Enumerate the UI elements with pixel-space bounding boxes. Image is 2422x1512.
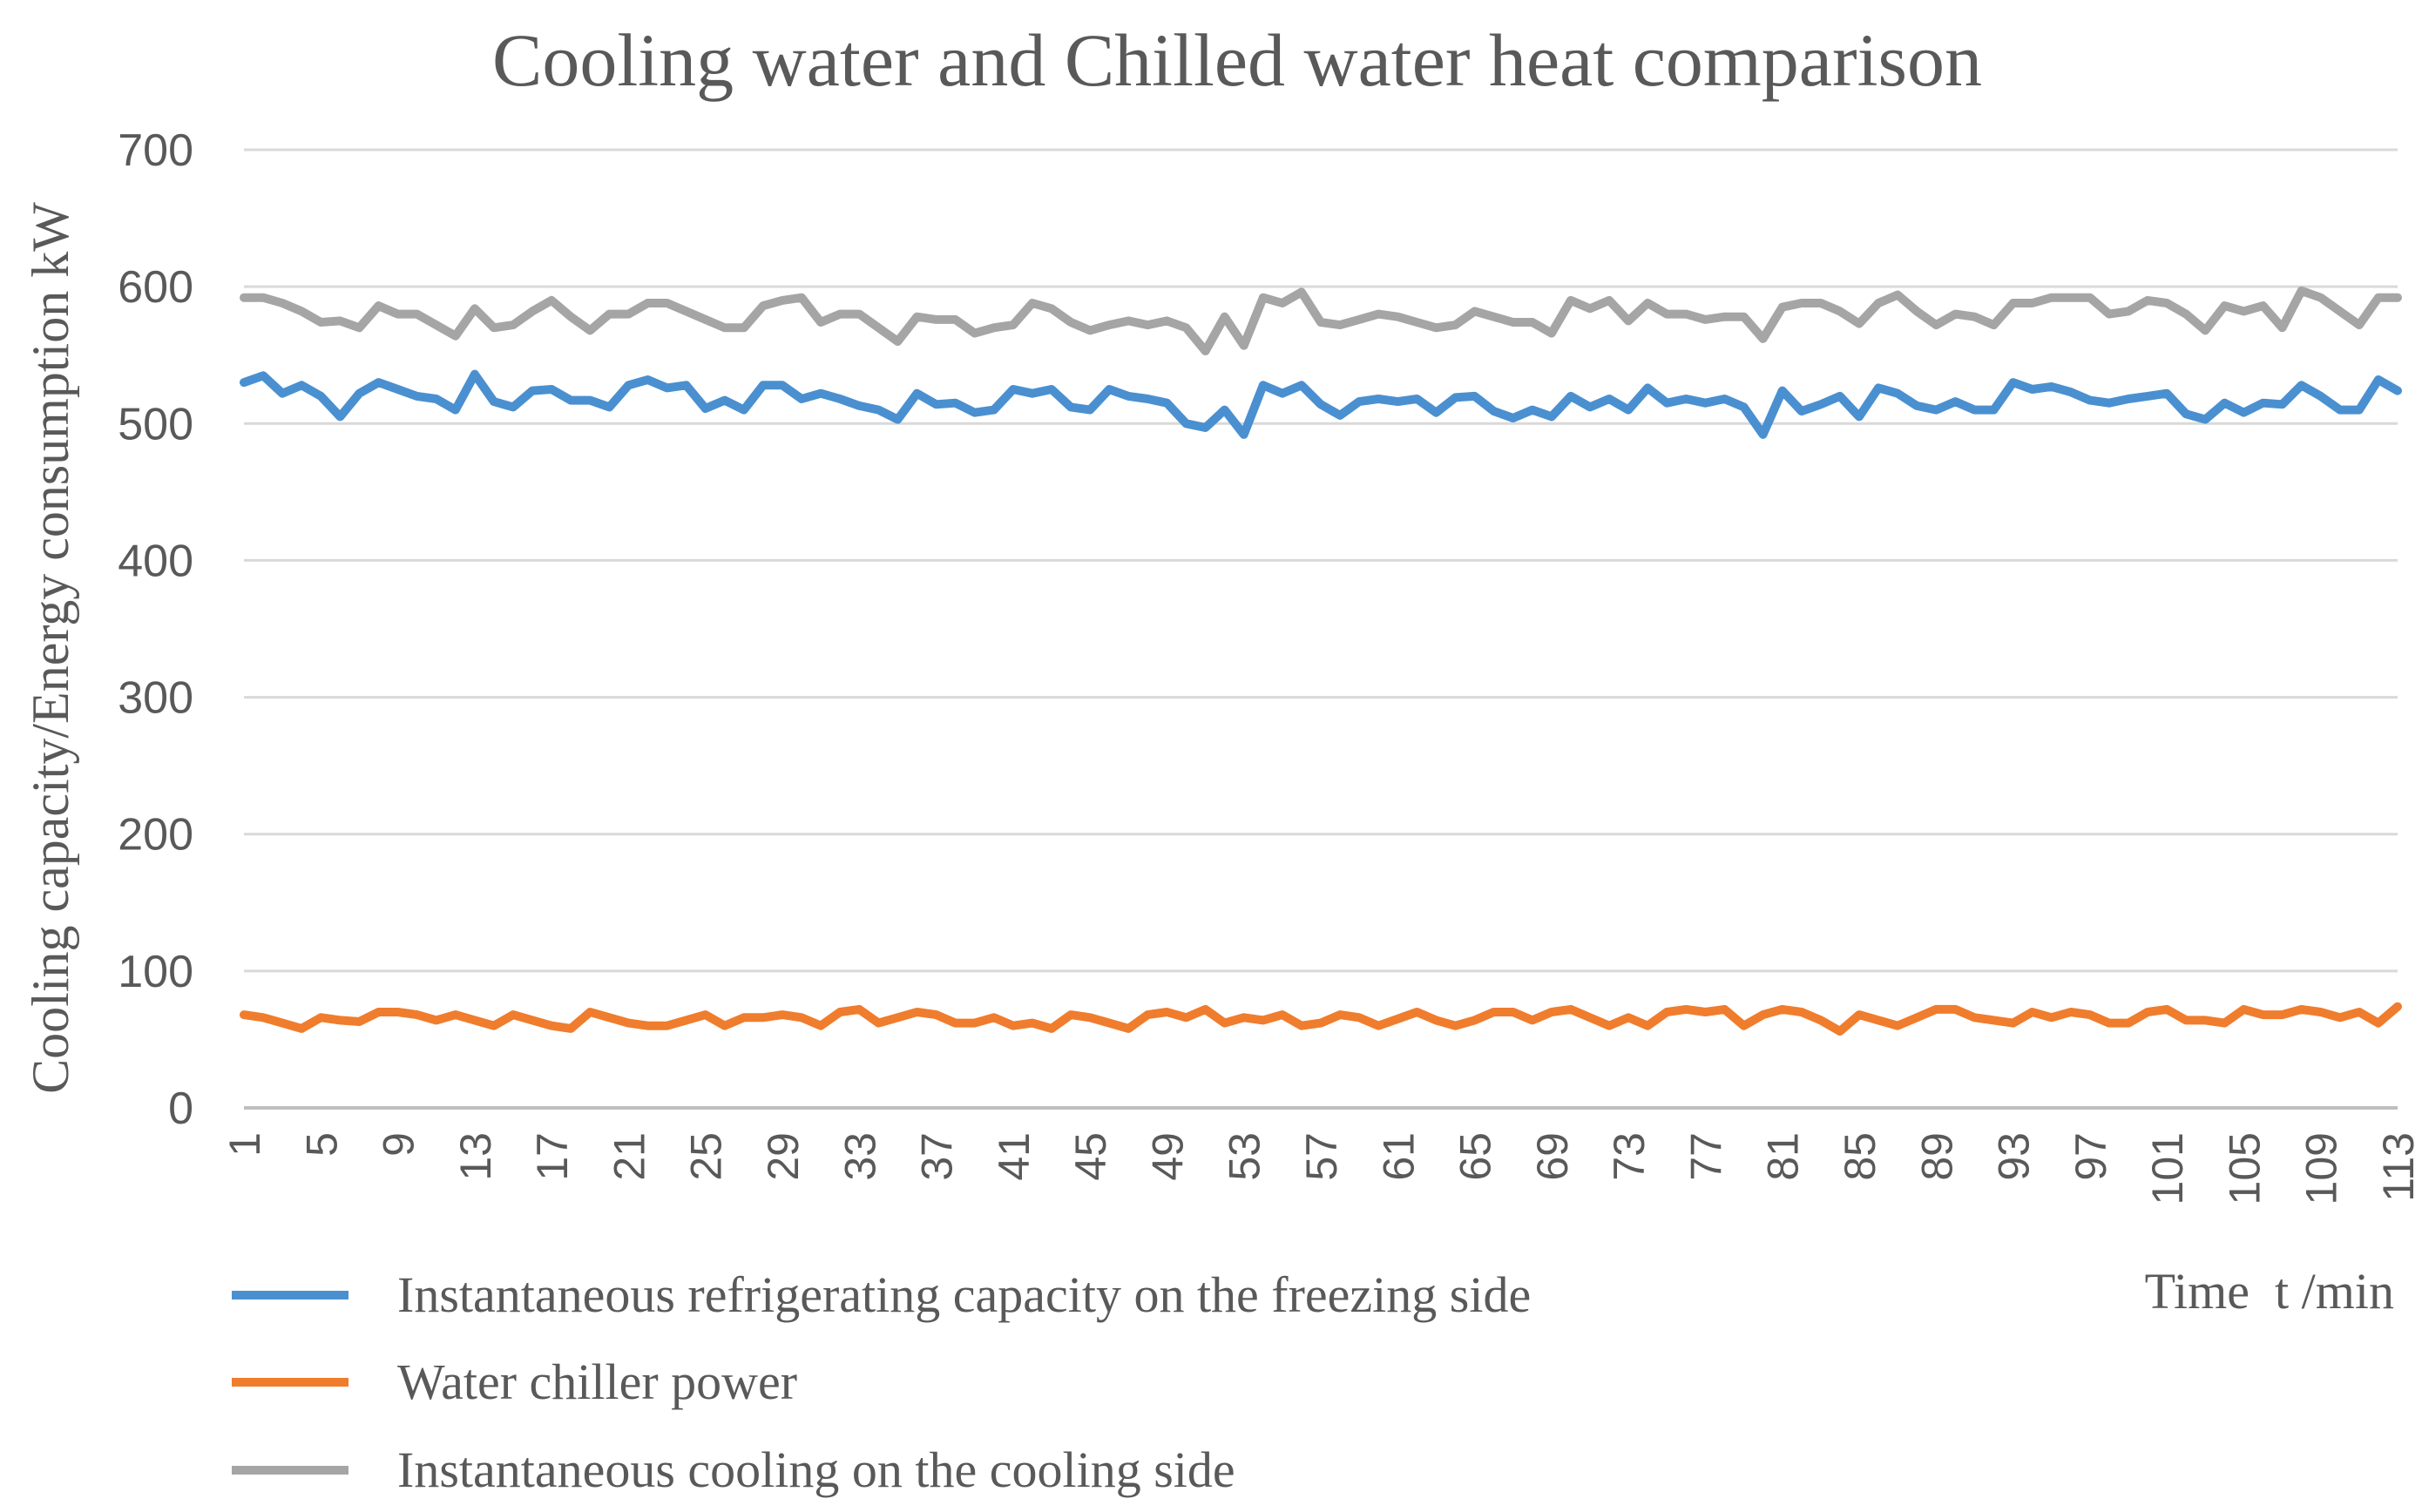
legend-label-cooling-side: Instantaneous cooling on the cooling sid… bbox=[397, 1441, 1235, 1498]
legend-label-freezing-capacity: Instantaneous refrigerating capacity on … bbox=[397, 1266, 1531, 1323]
x-tick-label-29: 29 bbox=[759, 1132, 808, 1181]
series-line-cooling-side bbox=[240, 286, 2402, 355]
series-lines bbox=[240, 286, 2402, 1036]
x-tick-label-21: 21 bbox=[605, 1132, 653, 1181]
series-line-freezing-capacity bbox=[240, 369, 2402, 439]
x-tick-label-101: 101 bbox=[2143, 1132, 2192, 1205]
y-tick-labels: 0 100 200 300 400 500 600 700 bbox=[118, 125, 193, 1134]
y-tick-label-700: 700 bbox=[118, 125, 193, 176]
x-tick-label-1: 1 bbox=[220, 1132, 269, 1157]
x-tick-label-69: 69 bbox=[1528, 1132, 1577, 1181]
y-axis-label: Cooling capacity/Energy consumption kW bbox=[22, 202, 79, 1094]
x-axis-label: Time t /min bbox=[2145, 1263, 2394, 1320]
x-tick-label-65: 65 bbox=[1451, 1132, 1500, 1181]
y-tick-label-100: 100 bbox=[118, 947, 193, 997]
x-tick-label-25: 25 bbox=[682, 1132, 731, 1181]
y-tick-label-300: 300 bbox=[118, 673, 193, 724]
x-tick-label-49: 49 bbox=[1143, 1132, 1192, 1181]
x-tick-label-81: 81 bbox=[1759, 1132, 1808, 1181]
x-tick-label-57: 57 bbox=[1297, 1132, 1346, 1181]
y-tick-label-500: 500 bbox=[118, 399, 193, 449]
legend-item-chiller-power: Water chiller power bbox=[232, 1353, 797, 1410]
x-tick-label-17: 17 bbox=[528, 1132, 577, 1181]
legend: Instantaneous refrigerating capacity on … bbox=[232, 1266, 1531, 1498]
x-tick-label-9: 9 bbox=[375, 1132, 423, 1157]
x-tick-label-93: 93 bbox=[1990, 1132, 2039, 1181]
legend-label-chiller-power: Water chiller power bbox=[397, 1353, 797, 1410]
grid-lines bbox=[244, 148, 2398, 1110]
x-tick-label-73: 73 bbox=[1605, 1132, 1654, 1181]
x-tick-label-53: 53 bbox=[1221, 1132, 1269, 1181]
x-tick-label-45: 45 bbox=[1066, 1132, 1115, 1181]
x-tick-label-109: 109 bbox=[2297, 1132, 2346, 1205]
y-tick-label-600: 600 bbox=[118, 262, 193, 313]
x-tick-label-97: 97 bbox=[2067, 1132, 2115, 1181]
x-tick-label-5: 5 bbox=[297, 1132, 346, 1157]
y-tick-label-0: 0 bbox=[168, 1083, 193, 1134]
y-tick-label-400: 400 bbox=[118, 536, 193, 586]
y-tick-label-200: 200 bbox=[118, 810, 193, 861]
x-tick-label-41: 41 bbox=[990, 1132, 1038, 1181]
x-tick-label-113: 113 bbox=[2374, 1132, 2422, 1202]
x-tick-label-13: 13 bbox=[451, 1132, 500, 1181]
x-tick-label-85: 85 bbox=[1836, 1132, 1884, 1181]
legend-item-cooling-side: Instantaneous cooling on the cooling sid… bbox=[232, 1441, 1235, 1498]
x-tick-labels: 1 5 9 13 17 21 25 29 33 37 41 45 49 53 57 61 65 69 73 77 81 8… bbox=[220, 1132, 2422, 1205]
legend-item-freezing-capacity: Instantaneous refrigerating capacity on … bbox=[232, 1266, 1531, 1323]
series-line-chiller-power bbox=[240, 1002, 2402, 1036]
x-tick-label-33: 33 bbox=[836, 1132, 884, 1181]
x-tick-label-89: 89 bbox=[1912, 1132, 1961, 1181]
x-tick-label-105: 105 bbox=[2220, 1132, 2269, 1205]
x-tick-label-37: 37 bbox=[913, 1132, 962, 1181]
x-tick-label-61: 61 bbox=[1374, 1132, 1423, 1181]
x-tick-label-77: 77 bbox=[1681, 1132, 1730, 1181]
chart-title: Cooling water and Chilled water heat com… bbox=[492, 18, 1982, 102]
